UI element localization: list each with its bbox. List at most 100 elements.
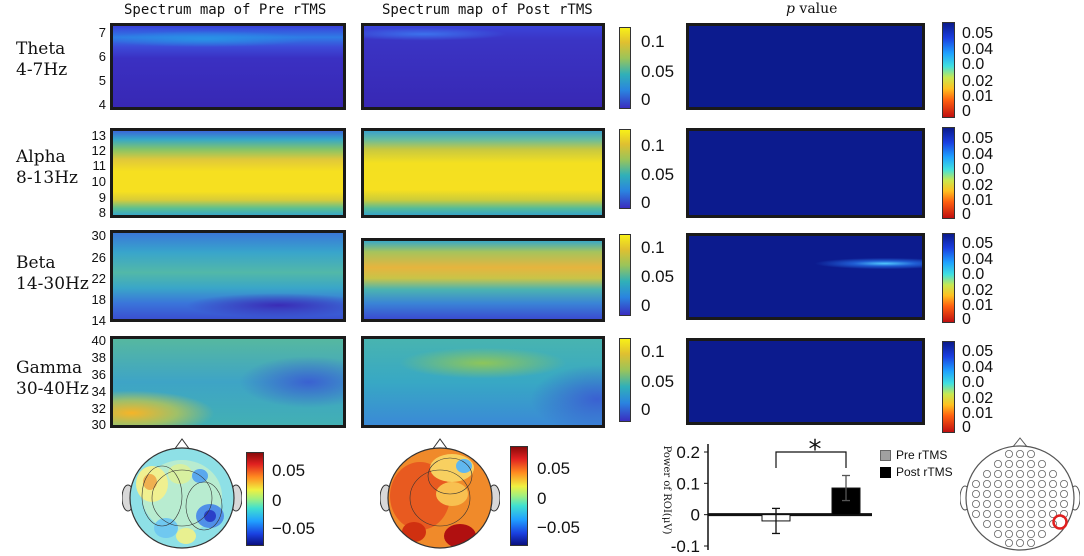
post-topomap: [380, 438, 500, 549]
electrode: [1049, 500, 1058, 509]
p-colorbar-tick: 0.01: [962, 88, 994, 105]
electrode: [1005, 480, 1014, 489]
y-tick: 22: [91, 271, 106, 286]
theta-colorbar: [619, 27, 631, 109]
colorbar-tick: 0.1: [641, 32, 665, 51]
p-colorbar-tick: 0.04: [962, 359, 994, 376]
electrode: [1027, 500, 1036, 509]
y-tick: 5: [98, 73, 106, 88]
electrode: [971, 480, 980, 489]
electrode: [1049, 480, 1058, 489]
error-bar-post: [842, 474, 850, 502]
legend-swatch-post: [880, 467, 891, 478]
p-colorbar-tick: 0.05: [962, 130, 994, 147]
alpha-post-spectrum-map: [361, 128, 605, 218]
y-axis-label: Power of ROI(μV): [661, 446, 672, 535]
electrode: [1005, 449, 1014, 458]
electrode: [1027, 449, 1036, 458]
y-tick-label: 0.1: [676, 474, 700, 493]
y-tick: 40: [91, 333, 106, 348]
y-tick: 32: [91, 401, 106, 416]
alpha-p-value-map: [686, 128, 925, 218]
electrode: [982, 500, 991, 509]
y-tick: 26: [91, 250, 106, 265]
colorbar-tick: 0: [641, 296, 651, 315]
electrode: [1027, 470, 1036, 479]
p-value-column-title: p value: [786, 1, 837, 17]
topo-colorbar-tick: 0.05: [537, 459, 571, 478]
beta-p-colorbar: [942, 233, 955, 323]
y-tick: 34: [91, 384, 106, 399]
post-topomap-colorbar: [510, 446, 528, 546]
y-tick: 36: [91, 367, 106, 382]
beta-colorbar: [619, 234, 631, 316]
electrode: [1016, 490, 1025, 499]
p-colorbar-tick: 0.04: [962, 41, 994, 58]
p-colorbar-tick: 0.0: [962, 56, 985, 73]
p-colorbar-tick: 0.02: [962, 177, 994, 194]
p-value-word: value: [794, 1, 838, 17]
electrode: [1027, 480, 1036, 489]
electrode: [1049, 490, 1058, 499]
p-colorbar-tick: 0.01: [962, 405, 994, 422]
y-tick: 6: [98, 49, 106, 64]
electrode: [1005, 510, 1014, 519]
colorbar-tick: 0.05: [641, 62, 675, 81]
electrode: [1016, 470, 1025, 479]
electrode: [1016, 459, 1025, 468]
band-name: Alpha: [16, 147, 66, 167]
theta-post-spectrum-map: [361, 23, 605, 110]
electrode: [994, 500, 1003, 509]
electrode-grid: [971, 449, 1069, 548]
electrode: [982, 510, 991, 519]
topo-colorbar-tick: −0.05: [537, 518, 581, 537]
colorbar-tick: 0: [641, 400, 651, 419]
electrode: [1027, 510, 1036, 519]
y-tick: 18: [91, 292, 106, 307]
alpha-colorbar: [619, 129, 631, 209]
p-colorbar-tick: 0: [962, 311, 971, 328]
electrode: [994, 470, 1003, 479]
p-colorbar-tick: 0.05: [962, 235, 994, 252]
p-colorbar-tick: 0.01: [962, 297, 994, 314]
y-tick: 9: [98, 190, 106, 205]
p-colorbar-tick: 0.0: [962, 161, 985, 178]
topo-colorbar-tick: 0: [537, 489, 547, 508]
alpha-pre-spectrum-map: [110, 128, 346, 218]
electrode: [1060, 490, 1069, 499]
electrode: [1038, 480, 1047, 489]
electrode: [1016, 520, 1025, 529]
electrode: [1049, 470, 1058, 479]
electrode: [1038, 500, 1047, 509]
electrode: [994, 480, 1003, 489]
electrode: [994, 510, 1003, 519]
band-range: 30-40Hz: [16, 379, 89, 399]
colorbar-tick: 0.05: [641, 267, 675, 286]
electrode: [1005, 539, 1014, 548]
electrode: [1005, 490, 1014, 499]
theta-pre-spectrum-map: [110, 23, 346, 110]
beta-post-spectrum-map: [361, 238, 605, 322]
legend-label-post: Post rTMS: [896, 465, 953, 479]
electrode: [971, 490, 980, 499]
y-ticks: 0.2 0.1 0 -0.1: [671, 443, 708, 554]
electrode: [1038, 520, 1047, 529]
band-label-gamma: Gamma 30-40Hz: [16, 358, 89, 400]
gamma-p-colorbar: [942, 341, 955, 433]
electrode: [1016, 500, 1025, 509]
y-tick: 14: [91, 313, 106, 328]
electrode: [982, 490, 991, 499]
p-colorbar-tick: 0: [962, 206, 971, 223]
colorbar-tick: 0.05: [641, 372, 675, 391]
p-colorbar-tick: 0.04: [962, 251, 994, 268]
beta-p-value-map: [686, 233, 925, 320]
electrode: [982, 480, 991, 489]
electrode: [1027, 539, 1036, 548]
band-name: Beta: [16, 253, 56, 273]
electrode: [994, 530, 1003, 539]
theta-p-colorbar: [942, 22, 955, 118]
electrode: [1038, 470, 1047, 479]
colorbar-tick: 0.05: [641, 165, 675, 184]
band-range: 4-7Hz: [16, 60, 68, 80]
electrode: [1005, 470, 1014, 479]
